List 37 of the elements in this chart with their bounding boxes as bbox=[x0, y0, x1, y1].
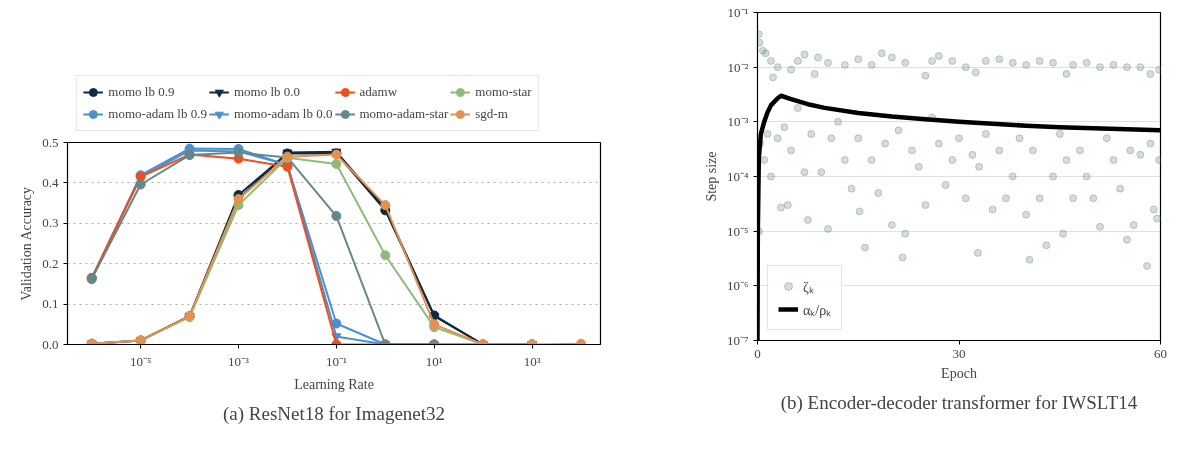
legend-label: momo lb 0.9 bbox=[108, 84, 175, 100]
legend-label: momo-adam lb 0.0 bbox=[233, 106, 333, 122]
x-tick-label: 30 bbox=[952, 345, 966, 361]
y-tick-label: 10⁻⁷ bbox=[726, 333, 749, 348]
text: (b) Encoder-decoder transformer for IWSLT14 bbox=[780, 391, 1138, 414]
y-tick-label: 10⁻⁵ bbox=[726, 223, 749, 239]
x-tick-label: 10⁻³ bbox=[228, 353, 250, 369]
y-tick-label: 0.1 bbox=[42, 296, 59, 312]
legend-label: ζₖ bbox=[803, 278, 815, 296]
y-axis-title: Validation Accuracy bbox=[19, 186, 35, 301]
x-tick-label: 10³ bbox=[523, 353, 541, 369]
y-tick-label: 10⁻⁴ bbox=[726, 169, 749, 184]
y-tick-label: 0.2 bbox=[42, 255, 59, 271]
y-tick-label: 10⁻¹ bbox=[727, 5, 749, 20]
legend-label: momo lb 0.0 bbox=[233, 84, 301, 100]
x-axis-title: Epoch bbox=[941, 365, 977, 381]
legend-label: adamw bbox=[359, 84, 398, 100]
y-tick-label: 10⁻³ bbox=[727, 114, 749, 130]
x-tick-label: 10¹ bbox=[425, 353, 443, 369]
legend-label: momo-adam lb 0.9 bbox=[108, 106, 207, 122]
x-axis-title: Learning Rate bbox=[294, 376, 374, 392]
y-tick-label: 10⁻⁶ bbox=[726, 278, 749, 294]
x-tick-label: 0 bbox=[754, 345, 761, 361]
y-tick-label: 0.5 bbox=[42, 134, 59, 150]
y-tick-label: 10⁻² bbox=[727, 59, 749, 75]
text: (a) ResNet18 for Imagenet32 bbox=[222, 402, 446, 425]
y-tick-label: 0.4 bbox=[42, 174, 59, 190]
x-tick-label: 60 bbox=[1154, 345, 1167, 361]
legend-label: momo-star bbox=[475, 84, 532, 100]
y-tick-label: 0.0 bbox=[42, 336, 59, 352]
legend-label: momo-adam-star bbox=[359, 106, 449, 122]
legend-label: αₖ/ρₖ bbox=[803, 301, 832, 319]
y-tick-label: 0.3 bbox=[42, 215, 59, 231]
x-tick-label: 10⁻⁵ bbox=[129, 353, 152, 369]
y-axis-title: Step size bbox=[703, 151, 719, 202]
x-tick-label: 10⁻¹ bbox=[325, 353, 347, 369]
legend-label: sgd-m bbox=[475, 106, 508, 122]
